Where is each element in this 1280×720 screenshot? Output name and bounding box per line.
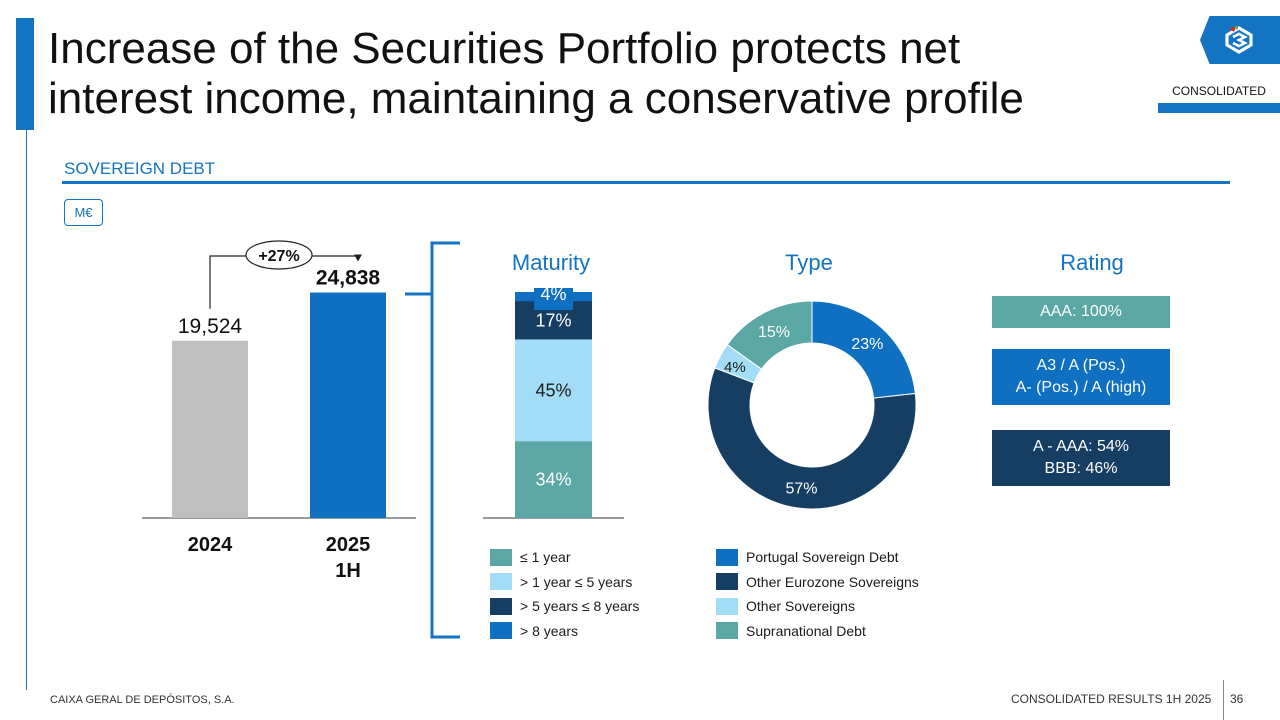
donut-slice — [707, 367, 917, 510]
maturity-label: 17% — [535, 310, 571, 330]
legend-swatch — [716, 622, 738, 640]
legend-item: Supranational Debt — [716, 619, 919, 644]
bar-2025-1h — [310, 292, 386, 518]
legend-swatch — [716, 597, 738, 615]
maturity-segment — [515, 441, 592, 518]
legend-swatch — [490, 597, 512, 615]
rating-title: Rating — [1060, 250, 1124, 275]
legend-label: > 5 years ≤ 8 years — [520, 598, 640, 615]
donut-slice — [726, 300, 813, 370]
legend-item: ≤ 1 year — [490, 545, 639, 570]
legend-label: > 8 years — [520, 622, 578, 639]
category-label: 1H — [335, 560, 361, 582]
growth-badge — [245, 240, 313, 270]
rating-text: A - AAA: 54% — [1032, 438, 1130, 455]
legend-label: Other Eurozone Sovereigns — [746, 573, 919, 590]
footer-report: CONSOLIDATED RESULTS 1H 2025 — [1011, 692, 1212, 706]
portfolio-bar-chart: 19,524 2024 24,838 2025 1H +27% — [142, 240, 416, 582]
category-label: 2025 — [326, 534, 371, 556]
legend-item: > 5 years ≤ 8 years — [490, 594, 639, 619]
legend-swatch — [490, 573, 512, 591]
growth-label: +27% — [258, 248, 299, 265]
rating-text: AAA: 100% — [1040, 303, 1122, 320]
rating-text: A- (Pos.) / A (high) — [1015, 379, 1147, 396]
footer-company: CAIXA GERAL DE DEPÓSITOS, S.A. — [50, 694, 235, 706]
legend-swatch — [490, 548, 512, 566]
donut-label: 57% — [785, 480, 817, 497]
title-line-1: Increase of the Securities Portfolio pro… — [48, 24, 961, 73]
maturity-segment — [515, 339, 592, 442]
unit-badge: M€ — [64, 199, 103, 226]
legend-item: > 8 years — [490, 619, 639, 644]
donut-label: 15% — [758, 324, 790, 341]
rating-text: BBB: 46% — [1044, 460, 1118, 477]
bracket-line — [430, 241, 460, 639]
legend-item: Other Sovereigns — [716, 594, 919, 619]
legend-swatch — [716, 573, 738, 591]
bar-value-label: 19,524 — [178, 315, 243, 338]
rating-box-supranational: AAA: 100% — [992, 296, 1170, 328]
type-legend: Portugal Sovereign Debt Other Eurozone So… — [716, 545, 919, 643]
maturity-legend: ≤ 1 year > 1 year ≤ 5 years > 5 years ≤ 8 … — [490, 545, 639, 643]
maturity-chart-title: Maturity — [511, 250, 591, 275]
maturity-label: 4% — [540, 284, 566, 304]
consolidated-bar — [1158, 103, 1280, 113]
title-line-2: interest income, maintaining a conservat… — [48, 74, 1024, 123]
legend-label: ≤ 1 year — [520, 549, 571, 566]
section-rule — [62, 181, 1230, 184]
section-title: SOVEREIGN DEBT — [64, 159, 216, 178]
legend-label: Supranational Debt — [746, 622, 866, 639]
legend-label: Portugal Sovereign Debt — [746, 549, 899, 566]
rating-text: A3 / A (Pos.) — [1036, 357, 1126, 374]
legend-item: Other Eurozone Sovereigns — [716, 570, 919, 595]
legend-label: Other Sovereigns — [746, 598, 855, 615]
consolidated-badge: CONSOLIDATED — [1172, 84, 1266, 98]
donut-label: 23% — [851, 336, 883, 353]
legend-item: > 1 year ≤ 5 years — [490, 570, 639, 595]
growth-arrow-icon — [354, 254, 362, 262]
type-chart-title: Type — [785, 250, 833, 275]
category-label: 2024 — [188, 534, 233, 556]
left-rail — [26, 130, 27, 690]
legend-label: > 1 year ≤ 5 years — [520, 573, 633, 590]
logo — [1200, 16, 1280, 64]
bar-value-label: 24,838 — [316, 267, 381, 290]
rating-box-portugal: A3 / A (Pos.) A- (Pos.) / A (high) — [992, 349, 1170, 405]
page-title: Increase of the Securities Portfolio pro… — [48, 24, 1148, 124]
maturity-label: 34% — [535, 470, 571, 490]
maturity-label-bg — [534, 288, 573, 310]
rating-box-other-eurozone: A - AAA: 54% BBB: 46% — [992, 430, 1170, 486]
type-donut-chart: 23% 57% 4% 15% — [707, 300, 917, 510]
page-number: 36 — [1230, 692, 1244, 706]
legend-swatch — [490, 622, 512, 640]
breakdown-bracket — [405, 241, 460, 639]
bar-2024 — [172, 340, 248, 518]
title-accent-bar — [16, 18, 34, 130]
maturity-stacked-bar: 34% 45% 17% 4% — [483, 284, 624, 519]
legend-swatch — [716, 548, 738, 566]
donut-label: 4% — [724, 359, 746, 376]
maturity-label: 45% — [535, 380, 571, 400]
footer-separator — [1223, 680, 1224, 720]
legend-item: Portugal Sovereign Debt — [716, 545, 919, 570]
cgd-logo-icon — [1225, 25, 1253, 54]
